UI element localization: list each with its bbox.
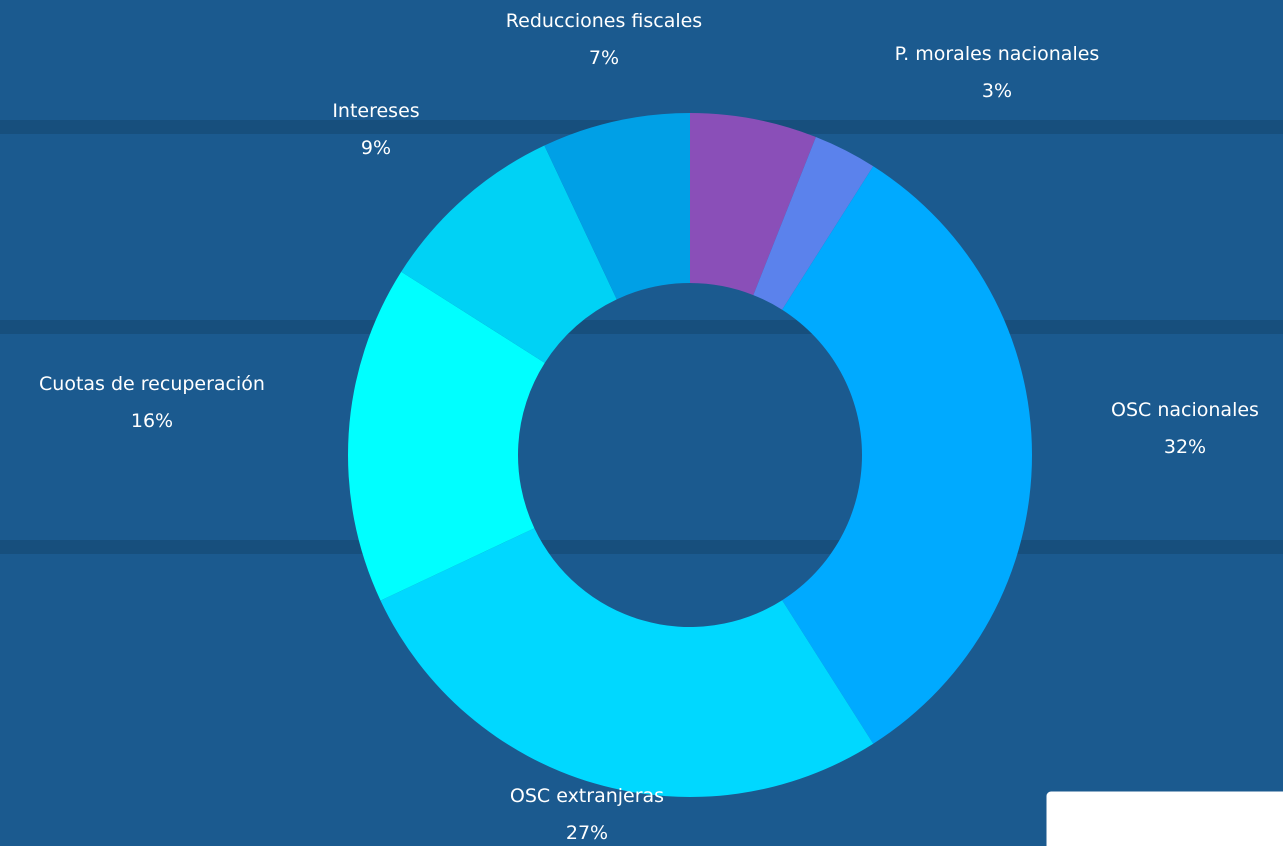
donut-slice: [348, 271, 545, 601]
donut-slice: [782, 166, 1032, 744]
slice-value-label: 16%: [131, 410, 173, 432]
donut-slice: [690, 113, 816, 296]
slice-value-label: 27%: [566, 822, 608, 844]
slice-label: OSC nacionales: [1111, 399, 1259, 421]
donut-slice: [401, 145, 617, 363]
slice-label: P. morales nacionales: [895, 43, 1100, 65]
donut-slice: [380, 528, 874, 797]
slice-label: Intereses: [332, 100, 419, 122]
slice-label: Cuotas de recuperación: [39, 373, 265, 395]
slice-value-label: 32%: [1164, 436, 1206, 458]
donut-slice: [753, 137, 874, 310]
slice-label: Reducciones fiscales: [506, 10, 702, 32]
slice-value-label: 3%: [982, 80, 1012, 102]
slice-label: OSC extranjeras: [510, 785, 664, 807]
donut-slice: [544, 113, 690, 300]
slice-value-label: 7%: [589, 47, 619, 69]
logo-box: [1043, 788, 1283, 846]
slice-value-label: 9%: [361, 137, 391, 159]
